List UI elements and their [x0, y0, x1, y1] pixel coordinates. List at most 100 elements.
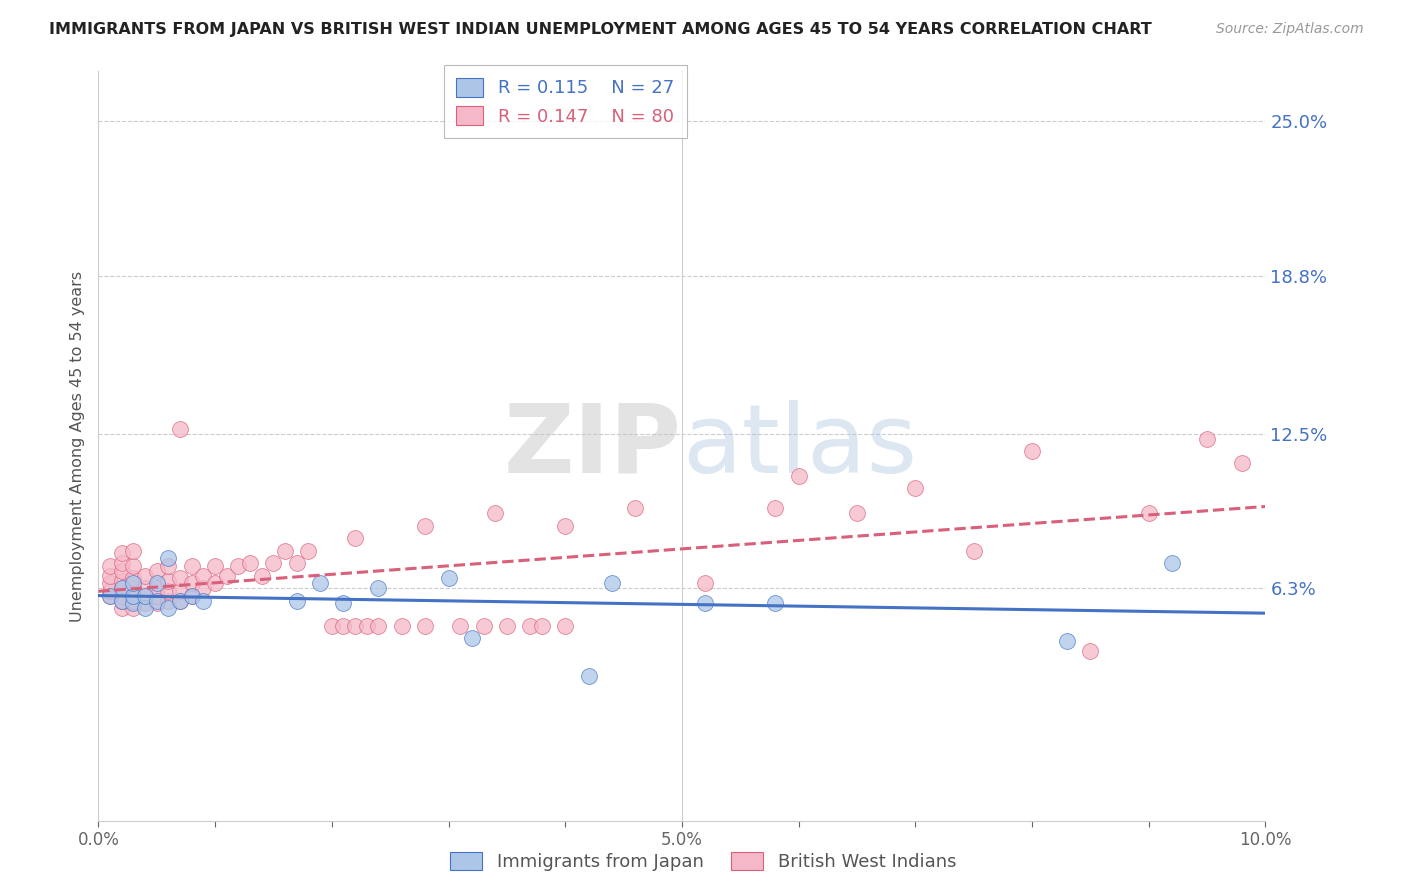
Point: [157, 583, 180, 598]
Point: [321, 619, 343, 633]
Point: [193, 594, 215, 608]
Point: [98, 589, 121, 603]
Point: [122, 576, 145, 591]
Point: [285, 557, 308, 571]
Point: [134, 589, 156, 603]
Point: [285, 594, 308, 608]
Y-axis label: Unemployment Among Ages 45 to 54 years: Unemployment Among Ages 45 to 54 years: [69, 270, 84, 622]
Point: [449, 619, 471, 633]
Point: [122, 596, 145, 610]
Point: [146, 582, 169, 596]
Point: [157, 601, 180, 615]
Point: [297, 544, 319, 558]
Point: [146, 576, 169, 591]
Point: [146, 564, 169, 578]
Point: [904, 482, 927, 496]
Point: [122, 582, 145, 596]
Point: [367, 619, 389, 633]
Point: [180, 589, 202, 603]
Point: [344, 532, 367, 546]
Point: [600, 576, 623, 591]
Point: [122, 589, 145, 603]
Point: [309, 576, 332, 591]
Point: [695, 576, 717, 591]
Point: [695, 596, 717, 610]
Point: [344, 619, 367, 633]
Point: [1056, 633, 1078, 648]
Point: [122, 594, 145, 608]
Point: [193, 569, 215, 583]
Text: Source: ZipAtlas.com: Source: ZipAtlas.com: [1216, 22, 1364, 37]
Point: [157, 551, 180, 566]
Text: atlas: atlas: [682, 400, 917, 492]
Point: [180, 589, 202, 603]
Point: [332, 619, 354, 633]
Point: [98, 576, 121, 591]
Point: [391, 619, 413, 633]
Point: [111, 546, 134, 560]
Point: [228, 558, 250, 573]
Point: [146, 594, 169, 608]
Point: [146, 589, 169, 603]
Point: [274, 544, 297, 558]
Point: [157, 574, 180, 588]
Point: [215, 569, 238, 583]
Point: [111, 582, 134, 596]
Point: [98, 589, 121, 603]
Point: [169, 421, 191, 435]
Point: [180, 576, 202, 591]
Point: [239, 557, 262, 571]
Point: [554, 619, 576, 633]
Point: [98, 558, 121, 573]
Point: [98, 569, 121, 583]
Point: [122, 544, 145, 558]
Point: [262, 557, 284, 571]
Point: [134, 596, 156, 610]
Point: [1137, 507, 1160, 521]
Point: [111, 594, 134, 608]
Point: [111, 574, 134, 588]
Point: [111, 582, 134, 596]
Point: [787, 469, 810, 483]
Point: [122, 558, 145, 573]
Point: [111, 564, 134, 578]
Point: [134, 601, 156, 615]
Point: [134, 582, 156, 596]
Point: [554, 519, 576, 533]
Text: IMMIGRANTS FROM JAPAN VS BRITISH WEST INDIAN UNEMPLOYMENT AMONG AGES 45 TO 54 YE: IMMIGRANTS FROM JAPAN VS BRITISH WEST IN…: [49, 22, 1152, 37]
Point: [111, 589, 134, 603]
Point: [413, 519, 436, 533]
Point: [1021, 444, 1043, 458]
Point: [437, 571, 460, 585]
Point: [763, 596, 786, 610]
Point: [169, 594, 191, 608]
Point: [111, 557, 134, 571]
Point: [169, 594, 191, 608]
Point: [484, 507, 506, 521]
Point: [250, 569, 273, 583]
Point: [122, 571, 145, 585]
Point: [204, 558, 226, 573]
Point: [578, 669, 600, 683]
Point: [122, 589, 145, 603]
Point: [413, 619, 436, 633]
Point: [332, 596, 354, 610]
Point: [1195, 432, 1218, 446]
Point: [519, 619, 541, 633]
Point: [624, 501, 647, 516]
Point: [1161, 557, 1184, 571]
Point: [157, 594, 180, 608]
Point: [98, 583, 121, 598]
Point: [1080, 644, 1102, 658]
Point: [169, 583, 191, 598]
Point: [169, 571, 191, 585]
Point: [134, 589, 156, 603]
Point: [157, 558, 180, 573]
Point: [134, 569, 156, 583]
Point: [111, 594, 134, 608]
Point: [962, 544, 984, 558]
Point: [461, 632, 484, 646]
Point: [496, 619, 519, 633]
Point: [204, 576, 226, 591]
Point: [846, 507, 869, 521]
